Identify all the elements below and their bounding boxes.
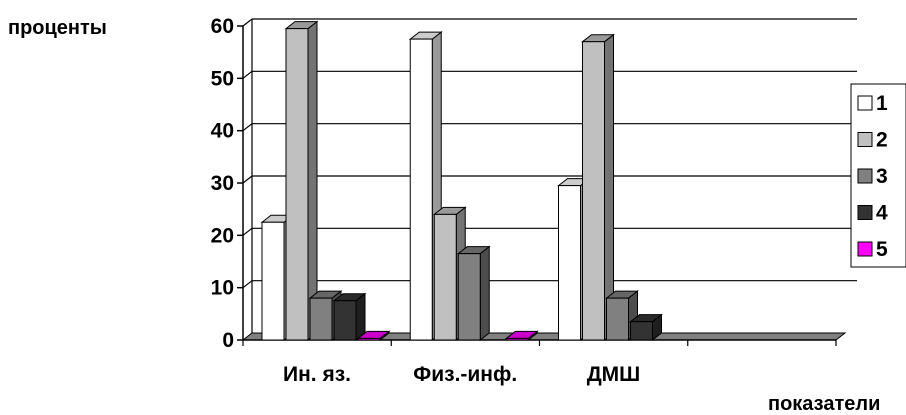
bar-front: [606, 297, 629, 341]
bar: [332, 292, 367, 342]
bar-front: [558, 185, 581, 341]
y-axis-label: проценты: [8, 17, 107, 39]
y-tick-label: 20: [211, 224, 234, 247]
legend-swatch: [857, 205, 873, 220]
legend-label: 3: [876, 165, 888, 188]
legend-label: 4: [876, 202, 888, 225]
bar-front: [261, 221, 285, 341]
y-tick-labels: 0 10 20 30 40 50 60: [211, 15, 243, 352]
grid-line-diag: [242, 70, 253, 79]
bar-front: [357, 337, 381, 341]
legend-swatch: [857, 132, 873, 147]
bars: [260, 20, 663, 342]
y-tick-label: 60: [211, 15, 234, 38]
bar-front: [505, 337, 529, 341]
bar-front: [333, 300, 357, 341]
bar-side: [307, 20, 318, 342]
x-tick-label: Физ.-инф.: [413, 363, 517, 386]
legend-label: 2: [876, 129, 888, 152]
bar-front: [409, 38, 433, 341]
grid-line-diag: [242, 123, 253, 132]
y-tick-label: 40: [211, 120, 234, 143]
bar: [356, 330, 391, 342]
legend-swatch: [857, 241, 873, 257]
bar-side: [479, 245, 490, 342]
bar-front: [433, 213, 457, 341]
bar: [284, 20, 319, 342]
y-tick-label: 50: [211, 67, 234, 90]
grid-line-diag: [242, 280, 253, 289]
legend-swatch: [857, 95, 873, 111]
bar: [629, 313, 663, 342]
legend-label: 1: [876, 92, 888, 115]
bar-front: [582, 41, 605, 341]
grid-line-diag: [242, 227, 253, 236]
legend-swatch: [857, 168, 873, 184]
legend-label: 5: [876, 238, 888, 261]
bar-front: [630, 321, 653, 341]
x-tick-label: Ин. яз.: [283, 363, 351, 386]
x-tick-labels: Ин. яз. Физ.-инф. ДМШ: [283, 363, 640, 386]
grid-line-diag: [242, 175, 253, 184]
y-tick-label: 0: [222, 329, 234, 352]
grid-line-diag: [242, 18, 253, 27]
legend: 1 2 3 4 5: [850, 83, 906, 268]
bar: [456, 245, 491, 342]
x-axis-label: показатели: [768, 393, 880, 415]
bar-side: [355, 292, 366, 342]
bar-front: [285, 28, 309, 341]
y-tick-label: 10: [211, 277, 234, 300]
bar: [504, 330, 539, 342]
bar-front: [309, 297, 333, 341]
y-tick-label: 30: [211, 172, 234, 195]
bar: [581, 33, 615, 342]
bar-front: [457, 253, 481, 341]
x-tick-label: ДМШ: [587, 363, 641, 386]
